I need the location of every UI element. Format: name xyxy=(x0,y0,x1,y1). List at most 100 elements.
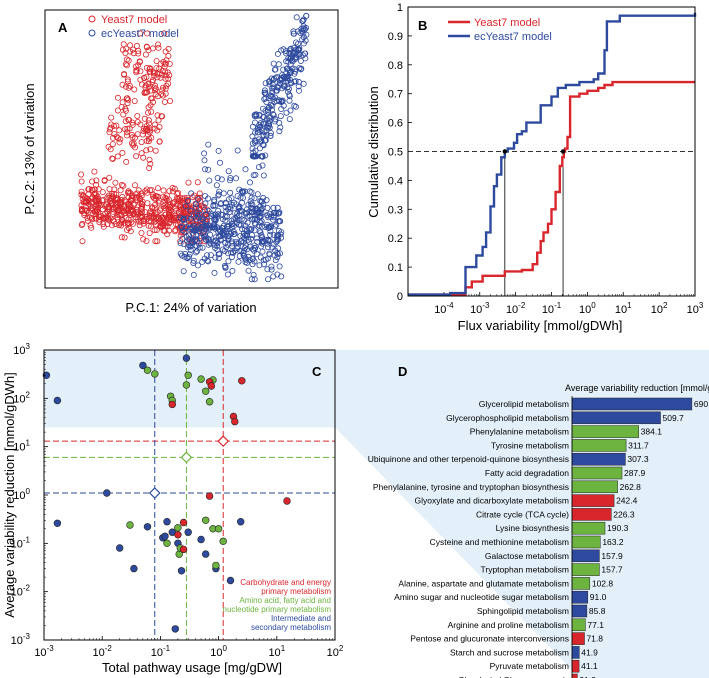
scatter-point-red xyxy=(152,196,159,203)
scatter-point-blue xyxy=(270,112,277,119)
scatter-point-red xyxy=(85,191,92,198)
scatter-point-red xyxy=(117,187,124,194)
scatter-point-red xyxy=(129,121,136,128)
scatter-point-blue xyxy=(244,206,251,213)
scatter-point-blue xyxy=(236,248,243,255)
panel-c-legend-text-green: Amino acid, fatty acid and xyxy=(239,596,331,605)
scatter-point-red xyxy=(91,168,98,175)
scatter-point-blue xyxy=(264,266,271,273)
scatter-point-blue xyxy=(262,107,269,114)
scatter-point-red xyxy=(142,51,149,58)
scatter-point-red xyxy=(129,220,136,227)
scatter-point-blue xyxy=(267,231,274,238)
scatter-point-blue xyxy=(222,264,229,271)
scatter-point-blue xyxy=(266,251,273,258)
scatter-point-red xyxy=(128,219,135,226)
panel-c-point-blue xyxy=(42,371,51,379)
scatter-point-red xyxy=(154,238,161,245)
scatter-point-red xyxy=(188,211,195,218)
panel-c-point-green xyxy=(151,370,159,378)
panel-c-y-tick-label: 100 xyxy=(13,487,30,502)
scatter-point-red xyxy=(143,186,150,193)
scatter-point-blue xyxy=(187,246,194,253)
scatter-point-blue xyxy=(251,276,258,283)
scatter-point-blue xyxy=(248,226,255,233)
panel-c-point-blue xyxy=(130,564,138,573)
scatter-point-blue xyxy=(239,194,246,201)
scatter-point-red xyxy=(133,67,140,74)
scatter-point-blue xyxy=(278,97,285,104)
panel-a-y-axis-label: P.C.2: 13% of variation xyxy=(22,83,37,214)
scatter-point-red xyxy=(81,198,88,205)
scatter-point-red xyxy=(101,177,108,184)
scatter-point-red xyxy=(162,72,169,79)
scatter-point-blue xyxy=(195,214,202,221)
scatter-point-blue xyxy=(227,189,234,196)
scatter-point-red xyxy=(153,58,160,65)
scatter-point-blue xyxy=(214,240,221,247)
scatter-point-red xyxy=(93,181,100,188)
scatter-point-blue xyxy=(259,248,266,255)
scatter-point-blue xyxy=(186,225,193,232)
scatter-point-blue xyxy=(248,189,255,196)
scatter-point-blue xyxy=(261,87,268,94)
scatter-point-red xyxy=(153,65,160,72)
scatter-point-blue xyxy=(199,215,206,222)
scatter-point-blue xyxy=(270,212,277,219)
panel-b-x-tick-label: 100 xyxy=(579,301,596,316)
scatter-point-blue xyxy=(270,241,277,248)
scatter-point-blue xyxy=(284,75,291,82)
scatter-point-red xyxy=(145,81,152,88)
scatter-point-blue xyxy=(287,68,294,75)
scatter-point-red xyxy=(119,99,126,106)
scatter-point-blue xyxy=(276,119,283,126)
scatter-point-red xyxy=(146,156,153,163)
panel-d-category-label: Phenylalanine, tyrosine and tryptophan b… xyxy=(373,482,569,492)
scatter-point-blue xyxy=(257,212,264,219)
panel-b-y-tick-label: 0.7 xyxy=(388,89,403,101)
scatter-point-red xyxy=(111,218,118,225)
scatter-point-red xyxy=(155,44,162,51)
scatter-point-red xyxy=(84,217,91,224)
panel-b-axes: 0 0.1 0.2 0.3 0.4 0.5 0.6 0.7 0.8 0.9 1 10-4 10-3 10-… xyxy=(388,2,704,316)
scatter-point-blue xyxy=(227,230,234,237)
scatter-point-blue xyxy=(269,81,276,88)
scatter-point-blue xyxy=(218,176,225,183)
scatter-point-red xyxy=(139,131,146,138)
scatter-point-blue xyxy=(277,231,284,238)
panel-c-y-axis-label: Average variability reduction [mmol/gDWh… xyxy=(2,372,17,617)
panel-b-x-tick-label: 10-4 xyxy=(434,301,454,316)
scatter-point-blue xyxy=(262,152,269,159)
scatter-point-blue xyxy=(219,246,226,253)
scatter-point-red xyxy=(151,87,158,94)
scatter-point-red xyxy=(138,205,145,212)
scatter-point-red xyxy=(152,147,159,154)
scatter-point-red xyxy=(123,132,130,139)
panel-d-bar-blue xyxy=(571,646,580,659)
scatter-point-blue xyxy=(297,66,304,73)
scatter-point-red xyxy=(156,197,163,204)
scatter-point-blue xyxy=(202,200,209,207)
scatter-point-red xyxy=(158,113,165,120)
scatter-point-blue xyxy=(205,224,212,231)
scatter-point-blue xyxy=(228,195,235,202)
panel-b-median-marker xyxy=(502,149,508,154)
scatter-point-blue xyxy=(274,254,281,261)
panel-c-point-green xyxy=(126,521,134,529)
scatter-point-red xyxy=(124,76,131,83)
scatter-point-blue xyxy=(276,128,283,135)
scatter-point-red xyxy=(100,220,107,227)
scatter-point-red xyxy=(154,185,161,192)
scatter-point-red xyxy=(109,155,116,162)
scatter-point-red xyxy=(165,80,172,87)
panel-c-point-blue xyxy=(103,489,111,497)
panel-b: 0 0.1 0.2 0.3 0.4 0.5 0.6 0.7 0.8 0.9 1 10-4 10-3 10-… xyxy=(366,2,704,333)
scatter-point-red xyxy=(105,143,112,150)
panel-d-value-label: 91.0 xyxy=(590,592,607,602)
panel-c-point-red xyxy=(179,545,188,554)
scatter-point-blue xyxy=(197,225,204,232)
scatter-point-blue xyxy=(297,29,304,36)
panel-d-category-label: Alanine, aspartate and glutamate metabol… xyxy=(398,578,569,588)
panel-b-y-axis-label: Cumulative distribution xyxy=(366,86,381,218)
